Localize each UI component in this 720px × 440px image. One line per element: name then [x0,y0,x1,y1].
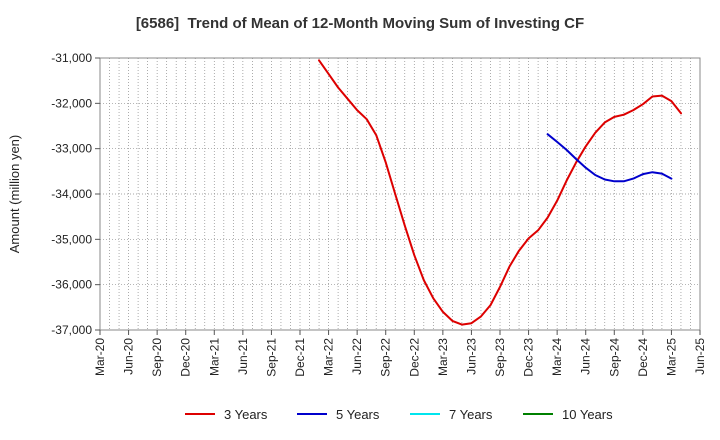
legend-label-3-years: 3 Years [224,407,268,422]
x-tick-label: Jun-25 [693,338,707,375]
series-lines [318,59,682,326]
x-tick-label: Jun-21 [236,338,250,375]
x-tick-label: Jun-20 [122,338,136,375]
x-tick-label: Mar-21 [207,338,221,376]
x-tick-label: Sep-20 [150,338,164,377]
series-line-5-years [546,133,673,183]
x-tick-label: Sep-23 [493,338,507,377]
x-tick-label: Mar-22 [322,338,336,376]
x-tick-label: Mar-24 [550,338,564,376]
x-tick-label: Sep-21 [264,338,278,377]
y-tick-label: -31,000 [51,51,92,65]
legend-label-10-years: 10 Years [562,407,613,422]
x-tick-label: Jun-23 [464,338,478,375]
x-tick-label: Jun-24 [579,338,593,375]
legend-label-7-years: 7 Years [449,407,493,422]
x-tick-label: Dec-23 [522,338,536,377]
y-tick-label: -36,000 [51,278,92,292]
x-tick-label: Mar-25 [664,338,678,376]
y-tick-label: -34,000 [51,187,92,201]
x-tick-label: Sep-24 [607,338,621,377]
grid [100,57,700,331]
y-tick-label: -33,000 [51,142,92,156]
series-line-3-years [318,59,682,326]
chart-title: [6586] Trend of Mean of 12-Month Moving … [135,15,585,32]
x-tick-label: Jun-22 [350,338,364,375]
x-tick-label: Sep-22 [379,338,393,377]
y-tick-label: -35,000 [51,232,92,246]
legend: 3 Years 5 Years 7 Years 10 Years [185,407,613,422]
y-tick-label: -37,000 [51,323,92,337]
x-axis: Mar-20 Jun-20 Sep-20 Dec-20 Mar-21 Jun-21 Sep-… [93,330,707,377]
x-tick-label: Mar-23 [436,338,450,376]
x-tick-label: Dec-22 [407,338,421,377]
x-tick-label: Dec-20 [179,338,193,377]
x-tick-label: Dec-21 [293,338,307,377]
legend-label-5-years: 5 Years [336,407,380,422]
y-axis-label: Amount (million yen) [7,135,22,254]
x-tick-label: Mar-20 [93,338,107,376]
x-tick-label: Dec-24 [636,338,650,377]
y-axis: -31,000 -32,000 -33,000 -34,000 -35,000 -36,0… [51,51,100,337]
y-tick-label: -32,000 [51,96,92,110]
